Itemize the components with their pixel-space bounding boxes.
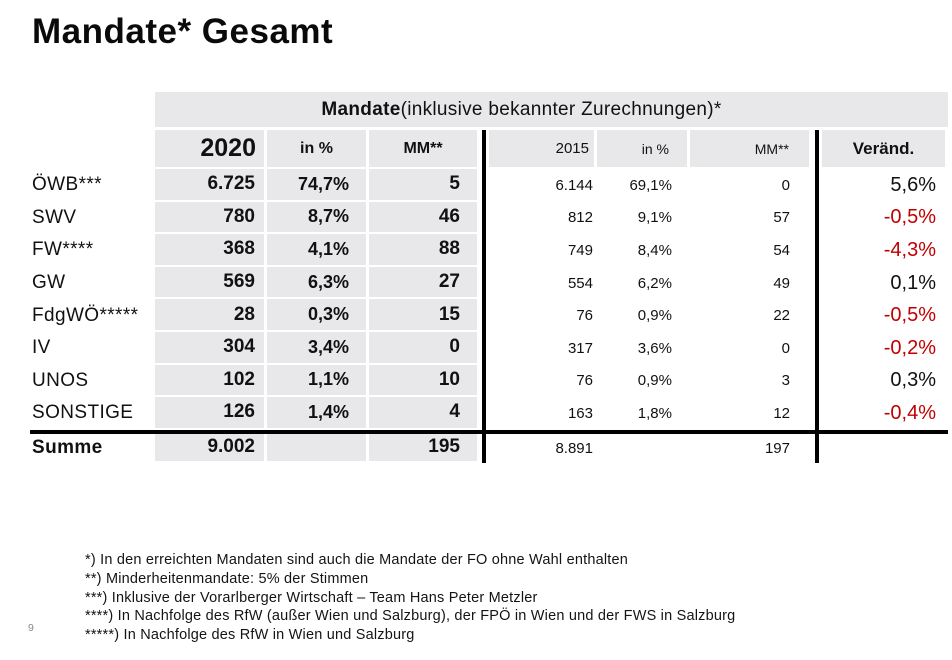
cell-2020-pct: 74,7% [267, 169, 369, 202]
total-2020-pct [267, 433, 369, 463]
cell-2020-pct: 1,1% [267, 364, 369, 398]
total-row-label: Summe [32, 437, 103, 459]
cell-2020-value: 368 [155, 234, 267, 267]
header-change: Veränd. [822, 130, 948, 169]
cell-2015-value: 76 [489, 299, 597, 332]
cell-2015-mm: 12 [690, 397, 812, 430]
total-2020-value: 9.002 [155, 433, 267, 463]
cell-2015-mm: 3 [690, 364, 812, 398]
header-2015-mm: MM** [690, 130, 812, 169]
cell-2020-pct: 0,3% [267, 299, 369, 332]
cell-2020-mm: 5 [369, 169, 480, 202]
cell-2015-mm: 0 [690, 331, 812, 365]
header-2015-pct: in % [597, 130, 690, 169]
header-spacer [30, 92, 155, 130]
total-change [822, 434, 948, 463]
cell-2020-mm: 46 [369, 201, 480, 235]
cell-2015-value: 163 [489, 397, 597, 430]
cell-2020-value: 6.725 [155, 169, 267, 202]
table-group-header: Mandate (inklusive bekannter Zurechnunge… [155, 92, 948, 130]
total-2015-value: 8.891 [489, 433, 597, 463]
cell-2015-pct: 3,6% [597, 331, 690, 365]
section-divider-2015 [482, 130, 486, 463]
row-label: SWV [32, 206, 77, 228]
cell-2015-pct: 0,9% [597, 364, 690, 398]
row-label: FdgWÖ***** [32, 304, 139, 326]
header-2015: 2015 [489, 130, 597, 169]
cell-2020-value: 304 [155, 331, 267, 365]
total-divider-line [30, 429, 948, 434]
group-header-bold: Mandate [321, 98, 401, 120]
header-spacer [30, 130, 155, 169]
cell-change: -4,3% [883, 238, 936, 261]
cell-2020-value: 569 [155, 266, 267, 300]
cell-change: 0,3% [890, 369, 936, 392]
cell-2015-mm: 0 [690, 169, 812, 202]
footnote-line: ***) Inklusive der Vorarlberger Wirtscha… [85, 589, 538, 606]
cell-2015-pct: 9,1% [597, 201, 690, 235]
cell-change: -0,4% [883, 401, 936, 424]
header-2020-pct: in % [267, 130, 369, 169]
cell-2020-value: 28 [155, 299, 267, 332]
cell-2020-pct: 3,4% [267, 331, 369, 365]
cell-change: -0,5% [883, 304, 936, 327]
footnotes: *) In den erreichten Mandaten sind auch … [85, 551, 735, 645]
cell-2015-mm: 57 [690, 201, 812, 235]
cell-2015-mm: 22 [690, 299, 812, 332]
header-2020: 2020 [155, 130, 267, 169]
row-label: UNOS [32, 369, 89, 391]
footnote-line: *****) In Nachfolge des RfW in Wien und … [85, 627, 415, 644]
cell-change: -0,5% [883, 206, 936, 229]
row-label: SONSTIGE [32, 402, 134, 424]
cell-2020-mm: 10 [369, 364, 480, 398]
group-header-rest: (inklusive bekannter Zurechnungen)* [400, 98, 722, 120]
cell-2020-value: 780 [155, 201, 267, 235]
row-label: GW [32, 272, 66, 294]
row-label: ÖWB*** [32, 174, 102, 196]
cell-2020-mm: 88 [369, 234, 480, 267]
cell-2015-pct: 1,8% [597, 397, 690, 430]
row-label: FW**** [32, 239, 94, 261]
cell-2020-mm: 27 [369, 266, 480, 300]
cell-2020-pct: 6,3% [267, 266, 369, 300]
cell-2020-mm: 15 [369, 299, 480, 332]
cell-2015-pct: 6,2% [597, 266, 690, 300]
cell-2020-pct: 1,4% [267, 397, 369, 430]
header-2020-mm: MM** [369, 130, 480, 169]
total-2020-mm: 195 [369, 433, 480, 463]
section-divider-change [815, 130, 819, 463]
total-2015-pct [597, 433, 690, 463]
cell-2015-value: 76 [489, 364, 597, 398]
cell-2020-value: 102 [155, 364, 267, 398]
cell-2015-value: 554 [489, 266, 597, 300]
cell-2015-pct: 8,4% [597, 234, 690, 267]
footnote-line: *) In den erreichten Mandaten sind auch … [85, 552, 629, 568]
cell-2015-mm: 54 [690, 234, 812, 267]
cell-2015-pct: 69,1% [597, 169, 690, 202]
row-label: IV [32, 337, 51, 359]
cell-2020-value: 126 [155, 397, 267, 430]
cell-2015-value: 812 [489, 201, 597, 235]
cell-2015-value: 317 [489, 331, 597, 365]
total-2015-mm: 197 [690, 433, 812, 463]
cell-2020-mm: 4 [369, 397, 480, 430]
cell-2015-mm: 49 [690, 266, 812, 300]
mandates-table: Mandate (inklusive bekannter Zurechnunge… [30, 92, 948, 463]
page-number: 9 [28, 622, 34, 634]
cell-2020-mm: 0 [369, 331, 480, 365]
cell-2015-value: 749 [489, 234, 597, 267]
cell-change: 5,6% [890, 173, 936, 196]
cell-2020-pct: 8,7% [267, 201, 369, 235]
footnote-line: **) Minderheitenmandate: 5% der Stimmen [85, 570, 369, 587]
page-title: Mandate* Gesamt [32, 12, 334, 51]
cell-change: -0,2% [883, 336, 936, 359]
cell-2015-value: 6.144 [489, 169, 597, 202]
cell-2020-pct: 4,1% [267, 234, 369, 267]
cell-2015-pct: 0,9% [597, 299, 690, 332]
footnote-line: ****) In Nachfolge des RfW (außer Wien u… [85, 608, 736, 625]
cell-change: 0,1% [890, 271, 936, 294]
